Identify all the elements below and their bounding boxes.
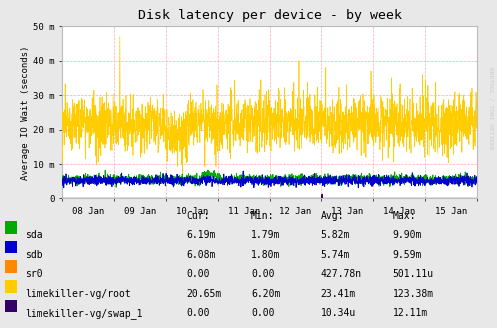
Text: Min:: Min: <box>251 211 274 220</box>
Title: Disk latency per device - by week: Disk latency per device - by week <box>138 9 402 22</box>
Text: 5.82m: 5.82m <box>321 230 350 240</box>
Text: 0.00: 0.00 <box>186 269 210 279</box>
Text: 08 Jan: 08 Jan <box>72 207 104 216</box>
Text: 0.00: 0.00 <box>251 308 274 318</box>
Text: 0.00: 0.00 <box>186 308 210 318</box>
Bar <box>5 280 17 293</box>
Text: 11 Jan: 11 Jan <box>228 207 260 216</box>
Text: Max:: Max: <box>393 211 416 220</box>
Text: Avg:: Avg: <box>321 211 344 220</box>
Text: Cur:: Cur: <box>186 211 210 220</box>
Text: 12.11m: 12.11m <box>393 308 428 318</box>
Text: sr0: sr0 <box>25 269 42 279</box>
Bar <box>5 299 17 312</box>
Text: 20.65m: 20.65m <box>186 289 222 299</box>
Text: 14 Jan: 14 Jan <box>383 207 415 216</box>
Text: limekiller-vg/swap_1: limekiller-vg/swap_1 <box>25 308 142 319</box>
Bar <box>5 260 17 273</box>
Text: 1.80m: 1.80m <box>251 250 280 260</box>
Text: 10.34u: 10.34u <box>321 308 356 318</box>
Text: 6.08m: 6.08m <box>186 250 216 260</box>
Text: 13 Jan: 13 Jan <box>331 207 364 216</box>
Bar <box>5 221 17 234</box>
Text: 0.00: 0.00 <box>251 269 274 279</box>
Bar <box>5 241 17 254</box>
Text: 427.78n: 427.78n <box>321 269 362 279</box>
Text: sdb: sdb <box>25 250 42 260</box>
Text: 6.20m: 6.20m <box>251 289 280 299</box>
Text: 501.11u: 501.11u <box>393 269 434 279</box>
Text: 9.90m: 9.90m <box>393 230 422 240</box>
Text: 23.41m: 23.41m <box>321 289 356 299</box>
Text: 12 Jan: 12 Jan <box>279 207 312 216</box>
Text: 1.79m: 1.79m <box>251 230 280 240</box>
Text: limekiller-vg/root: limekiller-vg/root <box>25 289 131 299</box>
Text: 10 Jan: 10 Jan <box>175 207 208 216</box>
Text: RRDTOOL / TOBI OETIKER: RRDTOOL / TOBI OETIKER <box>489 67 494 150</box>
Text: 15 Jan: 15 Jan <box>435 207 467 216</box>
Text: 123.38m: 123.38m <box>393 289 434 299</box>
Text: 09 Jan: 09 Jan <box>124 207 156 216</box>
Y-axis label: Average IO Wait (seconds): Average IO Wait (seconds) <box>21 45 30 179</box>
Text: sda: sda <box>25 230 42 240</box>
Text: 6.19m: 6.19m <box>186 230 216 240</box>
Text: 9.59m: 9.59m <box>393 250 422 260</box>
Text: 5.74m: 5.74m <box>321 250 350 260</box>
